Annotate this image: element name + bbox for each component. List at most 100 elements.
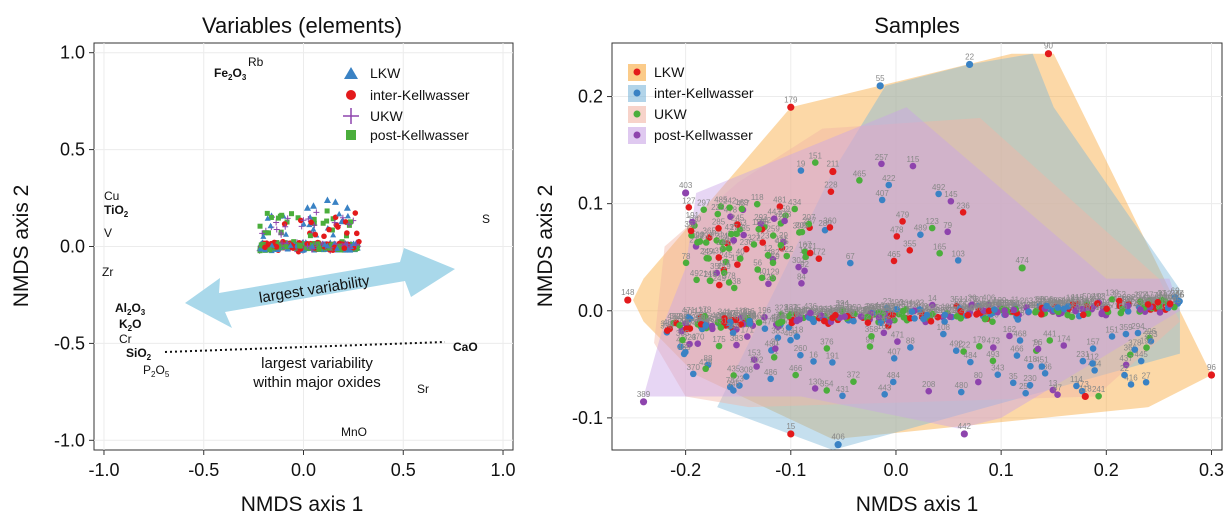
line-label-2: within major oxides	[252, 374, 381, 391]
point-id-label: 13	[717, 311, 726, 320]
point-id-label: 249	[700, 247, 714, 256]
point-post-kellwasser	[737, 314, 745, 321]
point-id-label: 479	[896, 210, 910, 219]
legend-plus-icon	[343, 108, 359, 124]
point-ukw	[791, 205, 799, 213]
point-inter-kellwasser	[881, 390, 888, 398]
point-id-label: 374	[1047, 299, 1061, 308]
point-id-label: 27	[1142, 371, 1151, 380]
left-sample-plus	[282, 223, 289, 230]
point-inter-kellwasser	[878, 196, 886, 204]
point-id-label: 242	[743, 311, 757, 320]
point-id-label: 105	[926, 303, 940, 312]
left-sample-triangle	[344, 212, 351, 219]
point-id-label: 231	[706, 318, 720, 327]
point-id-label: 166	[724, 311, 738, 320]
point-id-label: 129	[993, 296, 1007, 305]
left-sample-square	[257, 223, 263, 229]
left-sample-plus	[278, 230, 285, 237]
point-inter-kellwasser	[994, 371, 1002, 378]
point-id-label: 40	[736, 248, 745, 257]
point-id-label: 471	[682, 306, 696, 315]
point-id-label: 461	[1163, 293, 1177, 302]
point-inter-kellwasser	[787, 336, 794, 344]
point-inter-kellwasser	[736, 382, 743, 389]
point-post-kellwasser	[1006, 332, 1013, 340]
point-inter-kellwasser	[774, 334, 782, 342]
point-id-label: 378	[722, 271, 736, 280]
hull-inter-kellwasser	[717, 53, 1180, 451]
point-post-kellwasser	[1137, 306, 1144, 313]
point-ukw	[696, 238, 704, 245]
point-inter-kellwasser	[680, 350, 688, 358]
right-plot-frame	[611, 42, 1223, 451]
point-inter-kellwasser	[907, 344, 914, 351]
point-ukw	[864, 313, 872, 321]
point-id-label: 19	[1083, 300, 1092, 309]
point-inter-kellwasser	[729, 329, 737, 337]
point-id-label: 493	[890, 298, 904, 307]
point-id-label: 225	[743, 310, 757, 319]
point-id-label: 443	[1029, 300, 1043, 309]
point-lkw	[664, 327, 671, 334]
point-lkw	[890, 257, 898, 265]
point-id-label: 414	[793, 306, 807, 315]
point-inter-kellwasser	[839, 392, 846, 400]
point-inter-kellwasser	[885, 181, 893, 189]
left-legend-ukw: UKW	[370, 108, 403, 124]
left-sample-square	[312, 240, 318, 246]
point-ukw	[769, 232, 777, 239]
point-ukw	[838, 308, 846, 315]
point-inter-kellwasser	[1089, 345, 1097, 352]
point-id-label: 373	[841, 308, 855, 317]
point-id-label: 457	[736, 199, 750, 208]
right-y-tick-label: 0.0	[578, 301, 603, 321]
point-lkw	[829, 167, 837, 176]
point-id-label: 370	[1085, 298, 1099, 307]
left-sample-triangle	[282, 231, 289, 237]
point-lkw	[1103, 305, 1110, 313]
left-y-tick-label: 0.0	[60, 237, 85, 257]
point-id-label: 40	[758, 267, 767, 276]
left-sample-square	[311, 216, 317, 222]
point-id-label: 127	[682, 196, 696, 205]
point-id-label: 152	[1113, 290, 1127, 299]
point-id-label: 273	[778, 210, 792, 219]
point-id-label: 241	[1092, 385, 1106, 394]
point-inter-kellwasser	[742, 373, 750, 380]
right-legend-post: post-Kellwasser	[654, 127, 753, 143]
point-inter-kellwasser	[1026, 381, 1034, 389]
left-sample-square	[268, 214, 274, 220]
point-id-label: 489	[722, 237, 736, 246]
point-ukw	[1095, 392, 1102, 400]
point-id-label: 301	[1062, 297, 1076, 306]
left-sample-triangle	[321, 241, 328, 247]
point-id-label: 44	[875, 301, 884, 310]
right-x-axis-label: NMDS axis 1	[856, 493, 979, 516]
var-k2o: K2O	[119, 317, 141, 333]
point-ukw	[730, 284, 738, 292]
left-sample-square	[320, 220, 326, 226]
left-sample-circle	[281, 221, 288, 227]
point-ukw	[714, 210, 722, 218]
left-panel: Variables (elements) -1.0 -0.5 0.0 0.5 1.0 1.…	[10, 13, 516, 516]
point-id-label: 372	[847, 371, 861, 380]
point-lkw	[787, 430, 795, 438]
point-inter-kellwasser	[876, 82, 884, 90]
point-id-label: 416	[1124, 373, 1138, 382]
point-id-label: 388	[1142, 295, 1156, 304]
point-ukw	[811, 159, 819, 166]
point-id-label: 253	[917, 308, 931, 317]
right-panel: Samples -0.2 -0.1 0.0 0.1 0.2 0.30.20.10.0-0.…	[534, 13, 1224, 516]
left-x-tick-label: 0.0	[291, 460, 316, 480]
point-inter-kellwasser	[911, 315, 918, 322]
point-ukw	[960, 348, 967, 355]
point-id-label: 398	[793, 221, 807, 230]
point-ukw	[900, 307, 907, 315]
point-id-label: 244	[716, 238, 730, 247]
point-id-label: 89	[1090, 295, 1099, 304]
point-lkw	[787, 103, 795, 111]
point-ukw	[730, 372, 737, 379]
point-post-kellwasser	[807, 309, 814, 317]
point-id-label: 254	[1000, 299, 1014, 308]
